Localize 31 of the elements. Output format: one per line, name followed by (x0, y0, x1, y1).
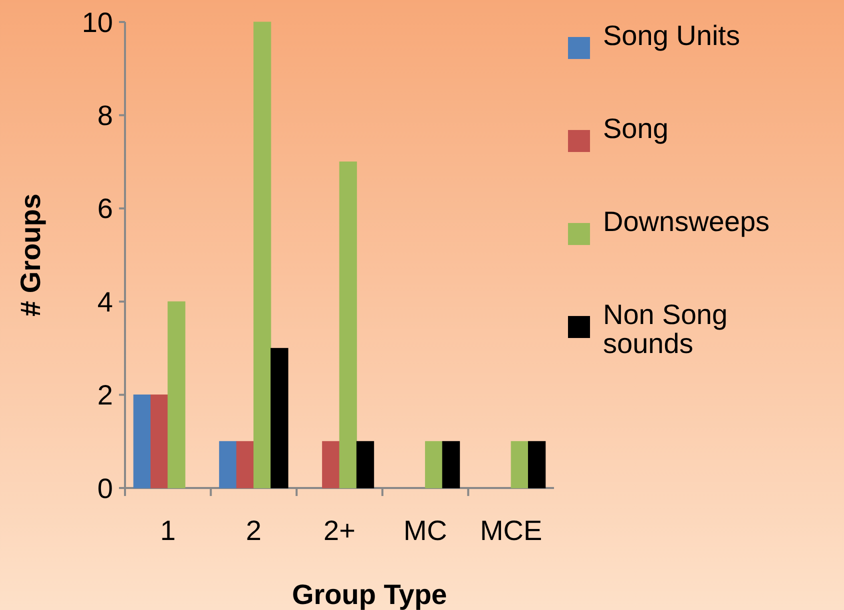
bar (425, 441, 443, 488)
bar (510, 441, 529, 488)
bar (322, 441, 340, 488)
legend-label: Song Units (603, 20, 740, 51)
bar (150, 394, 168, 488)
y-tick-label: 8 (97, 100, 113, 131)
bar (253, 22, 272, 488)
x-tick-label: 1 (160, 515, 176, 546)
x-tick-label: MC (404, 515, 448, 546)
x-tick-label: 2+ (324, 515, 356, 546)
x-tick-label: MCE (480, 515, 542, 546)
y-tick-label: 6 (97, 193, 113, 224)
y-tick-label: 4 (97, 286, 113, 318)
legend-label: Song (603, 112, 668, 144)
bar (339, 162, 357, 488)
bar (270, 348, 288, 488)
bar (219, 441, 237, 488)
y-axis-title: # Groups (15, 194, 46, 316)
bar (133, 394, 151, 488)
bar (528, 441, 546, 488)
y-tick-label: 2 (97, 380, 113, 411)
legend-label: Non Song sounds (603, 298, 728, 360)
x-axis-title: Group Type (292, 579, 448, 610)
bar (168, 301, 186, 488)
x-tick-label: 2 (246, 515, 262, 546)
y-tick-label: 0 (97, 472, 113, 504)
bar (356, 441, 374, 488)
bar (442, 441, 460, 488)
legend-label: Downsweeps (603, 206, 770, 237)
bar (236, 441, 254, 488)
y-tick-label: 10 (82, 6, 113, 38)
